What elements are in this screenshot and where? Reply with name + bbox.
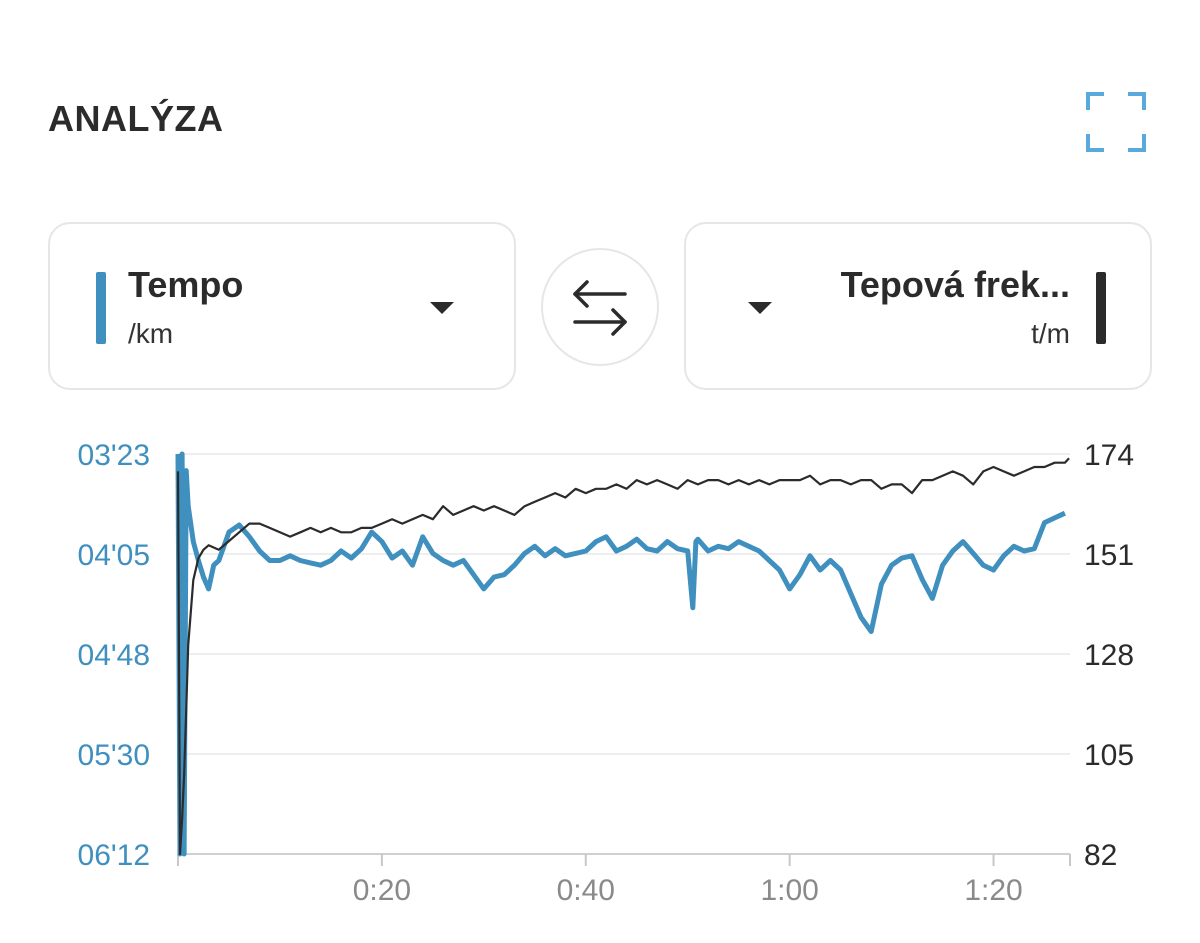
expand-corners-icon <box>1086 92 1146 152</box>
right-axis-ticks: 174 151 128 105 82 <box>1084 439 1134 872</box>
left-axis-tick-label: 04'48 <box>78 639 150 672</box>
left-axis-tick-label: 06'12 <box>78 839 150 872</box>
right-metric-selector[interactable]: Tepová frek... t/m <box>684 222 1152 390</box>
left-axis-tick-label: 03'23 <box>78 439 150 472</box>
tempo-series-line <box>175 451 1066 857</box>
x-axis-tick-label: 0:40 <box>557 874 615 907</box>
right-axis-tick-label: 105 <box>1084 739 1134 772</box>
x-axis-tick-label: 0:20 <box>353 874 411 907</box>
right-axis-tick-label: 174 <box>1084 439 1134 472</box>
right-axis-tick-label: 151 <box>1084 539 1134 572</box>
heart-rate-series-line <box>176 457 1070 856</box>
tempo-color-indicator <box>96 272 106 344</box>
left-metric-unit: /km <box>128 318 174 349</box>
caret-down-icon <box>748 302 772 314</box>
right-metric-unit: t/m <box>1031 318 1070 349</box>
left-axis-tick-label: 05'30 <box>78 739 150 772</box>
swap-arrows-icon <box>573 280 627 336</box>
analysis-chart: 03'23 04'05 04'48 05'30 06'12 174 151 128 105 82… <box>78 439 1135 907</box>
expand-button[interactable] <box>1086 92 1146 152</box>
x-axis-tick-label: 1:00 <box>760 874 818 907</box>
right-axis-tick-label: 128 <box>1084 639 1134 672</box>
chart-lines <box>175 451 1070 857</box>
x-axis-tick-label: 1:20 <box>964 874 1022 907</box>
left-metric-title: Tempo <box>128 264 244 305</box>
right-metric-title: Tepová frek... <box>840 264 1070 305</box>
x-axis-ticks: 0:20 0:40 1:00 1:20 <box>177 854 1071 907</box>
heart-rate-color-indicator <box>1096 272 1106 344</box>
left-axis-ticks: 03'23 04'05 04'48 05'30 06'12 <box>78 439 150 872</box>
page-title: ANALÝZA <box>48 98 224 139</box>
swap-metrics-button[interactable] <box>541 248 659 366</box>
left-metric-selector[interactable]: Tempo /km <box>48 222 516 390</box>
left-axis-tick-label: 04'05 <box>78 539 150 572</box>
chart-grid <box>178 453 1070 855</box>
caret-down-icon <box>430 302 454 314</box>
right-axis-tick-label: 82 <box>1084 839 1117 872</box>
